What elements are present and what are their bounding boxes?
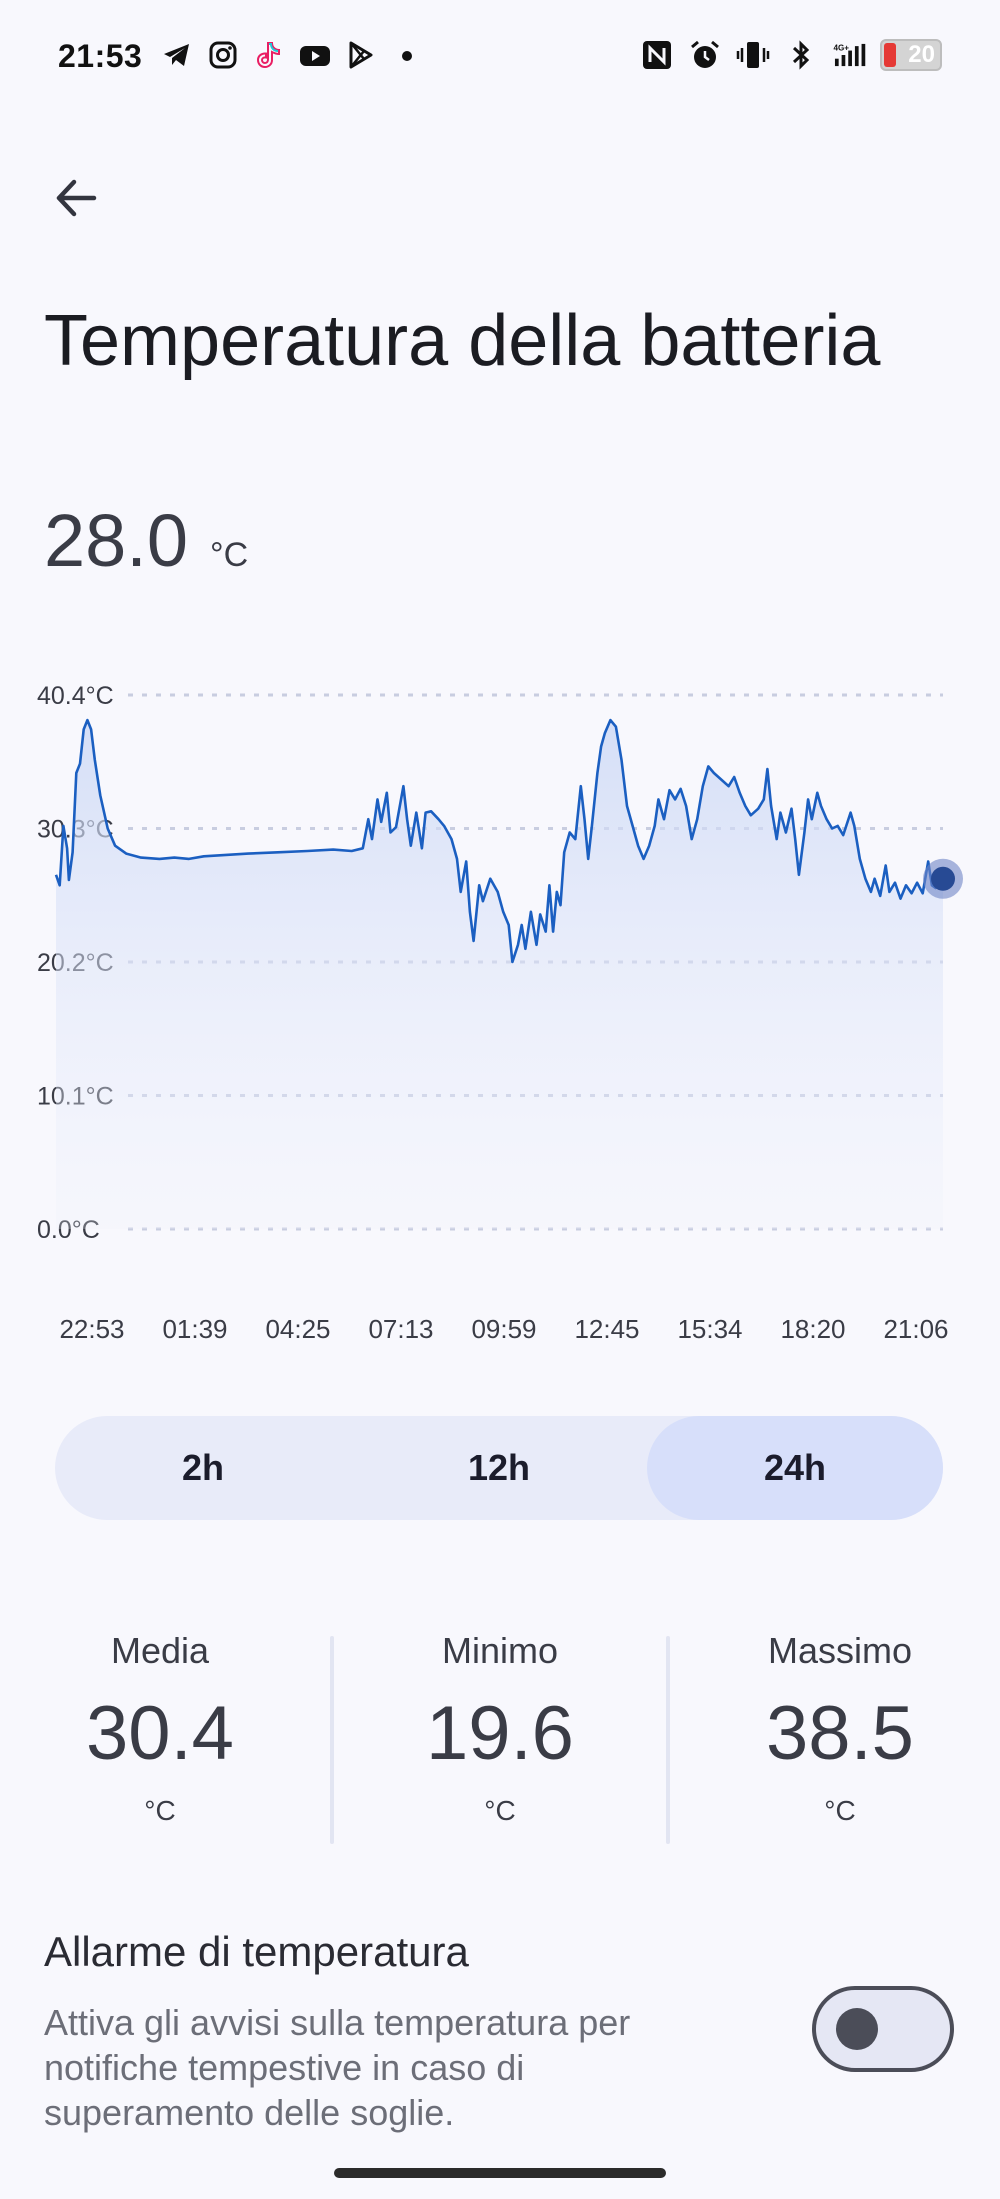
stat-minimum-unit: °C <box>484 1795 516 1826</box>
battery-level: 20 <box>908 41 935 68</box>
temperature-chart-svg: 40.4°C30.3°C20.2°C10.1°C0.0°C22:5301:390… <box>37 682 963 1344</box>
stat-average-label: Media <box>110 1630 210 1671</box>
x-tick-label: 18:20 <box>780 1314 845 1344</box>
home-indicator[interactable] <box>334 2168 666 2178</box>
alarm-description: Attiva gli avvisi sulla temperatura per … <box>44 2002 631 2133</box>
stat-average-unit: °C <box>144 1795 176 1826</box>
tiktok-icon <box>252 38 286 72</box>
temperature-chart: 40.4°C30.3°C20.2°C10.1°C0.0°C22:5301:390… <box>0 660 1000 1360</box>
stat-maximum-value: 38.5 <box>766 1691 914 1776</box>
notification-icons <box>160 38 424 72</box>
stat-maximum: Massimo 38.5 °C <box>680 1630 1000 1827</box>
current-temperature: 28.0 °C <box>44 498 248 583</box>
arrow-left-icon <box>56 179 97 217</box>
page-title: Temperatura della batteria <box>44 301 881 381</box>
range-option-24h[interactable]: 24h <box>647 1416 943 1520</box>
series-line <box>54 718 945 964</box>
x-tick-label: 07:13 <box>368 1314 433 1344</box>
instagram-icon <box>206 38 240 72</box>
system-icons: 4G+ 20 <box>640 38 942 72</box>
svg-text:4G+: 4G+ <box>833 44 849 53</box>
x-tick-label: 22:53 <box>59 1314 124 1344</box>
y-tick-label: 40.4°C <box>37 682 114 710</box>
x-tick-label: 21:06 <box>883 1314 948 1344</box>
alarm-icon <box>688 38 722 72</box>
stat-maximum-label: Massimo <box>767 1630 913 1671</box>
time-range-selector: 2h 12h 24h <box>55 1416 943 1520</box>
stat-minimum-label: Minimo <box>441 1630 558 1671</box>
vibrate-icon <box>736 38 770 72</box>
dot-icon <box>390 38 424 72</box>
x-tick-label: 12:45 <box>574 1314 639 1344</box>
bluetooth-icon <box>784 38 818 72</box>
current-temperature-value: 28.0 <box>44 499 189 582</box>
x-tick-label: 09:59 <box>471 1314 536 1344</box>
series-area <box>56 720 943 1229</box>
x-tick-label: 15:34 <box>677 1314 742 1344</box>
range-option-2h[interactable]: 2h <box>181 1447 224 1488</box>
nfc-icon <box>640 38 674 72</box>
stat-average-value: 30.4 <box>86 1691 234 1776</box>
range-option-12h[interactable]: 12h <box>467 1447 531 1488</box>
stat-minimum: Minimo 19.6 °C <box>340 1630 660 1827</box>
stat-divider <box>330 1636 334 1844</box>
stat-average: Media 30.4 °C <box>0 1630 320 1827</box>
play-store-icon <box>344 38 378 72</box>
telegram-icon <box>160 38 194 72</box>
toggle-knob <box>836 2008 878 2050</box>
x-tick-label: 01:39 <box>162 1314 227 1344</box>
status-time: 21:53 <box>58 38 143 74</box>
temperature-stats: Media 30.4 °C Minimo 19.6 °C Massimo 38.… <box>0 1630 1000 1850</box>
status-bar: 21:53 4G+ <box>0 0 1000 118</box>
battery-indicator: 20 <box>880 39 942 71</box>
alarm-title: Allarme di temperatura <box>44 1928 469 1975</box>
stat-minimum-value: 19.6 <box>426 1691 574 1776</box>
youtube-icon <box>298 38 332 72</box>
battery-fill <box>884 43 896 67</box>
x-tick-label: 04:25 <box>265 1314 330 1344</box>
current-point-marker <box>931 866 955 891</box>
alarm-toggle[interactable] <box>812 1986 954 2072</box>
signal-4g-icon: 4G+ <box>832 38 866 72</box>
current-temperature-unit: °C <box>210 536 249 574</box>
stat-maximum-unit: °C <box>824 1795 856 1826</box>
stat-divider <box>666 1636 670 1844</box>
back-button[interactable] <box>44 166 108 230</box>
